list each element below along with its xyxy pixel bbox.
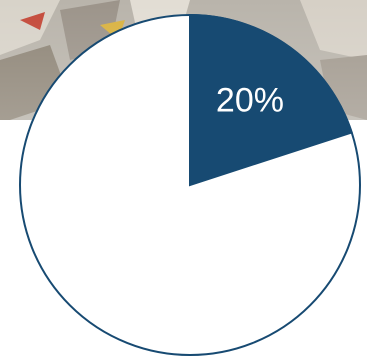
pie-slice <box>189 13 353 187</box>
value-label: 20% <box>216 81 284 119</box>
